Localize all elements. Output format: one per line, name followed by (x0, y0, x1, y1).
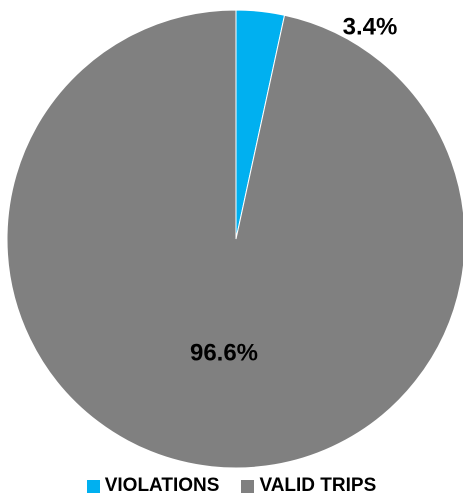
legend-swatch-violations (86, 479, 100, 493)
data-label-violations: 3.4% (343, 13, 398, 40)
legend-entry-violations: VIOLATIONS (86, 475, 220, 497)
data-label-valid-trips: 96.6% (190, 339, 258, 366)
legend-label-valid-trips: VALID TRIPS (259, 475, 377, 496)
pie-chart: 3.4% 96.6% (6, 9, 463, 469)
legend-swatch-valid-trips (241, 479, 255, 493)
legend: VIOLATIONS VALID TRIPS (0, 473, 463, 499)
legend-label-violations: VIOLATIONS (104, 475, 220, 496)
pie-slice-valid-trips (6, 9, 463, 469)
legend-entry-valid-trips: VALID TRIPS (241, 475, 376, 497)
